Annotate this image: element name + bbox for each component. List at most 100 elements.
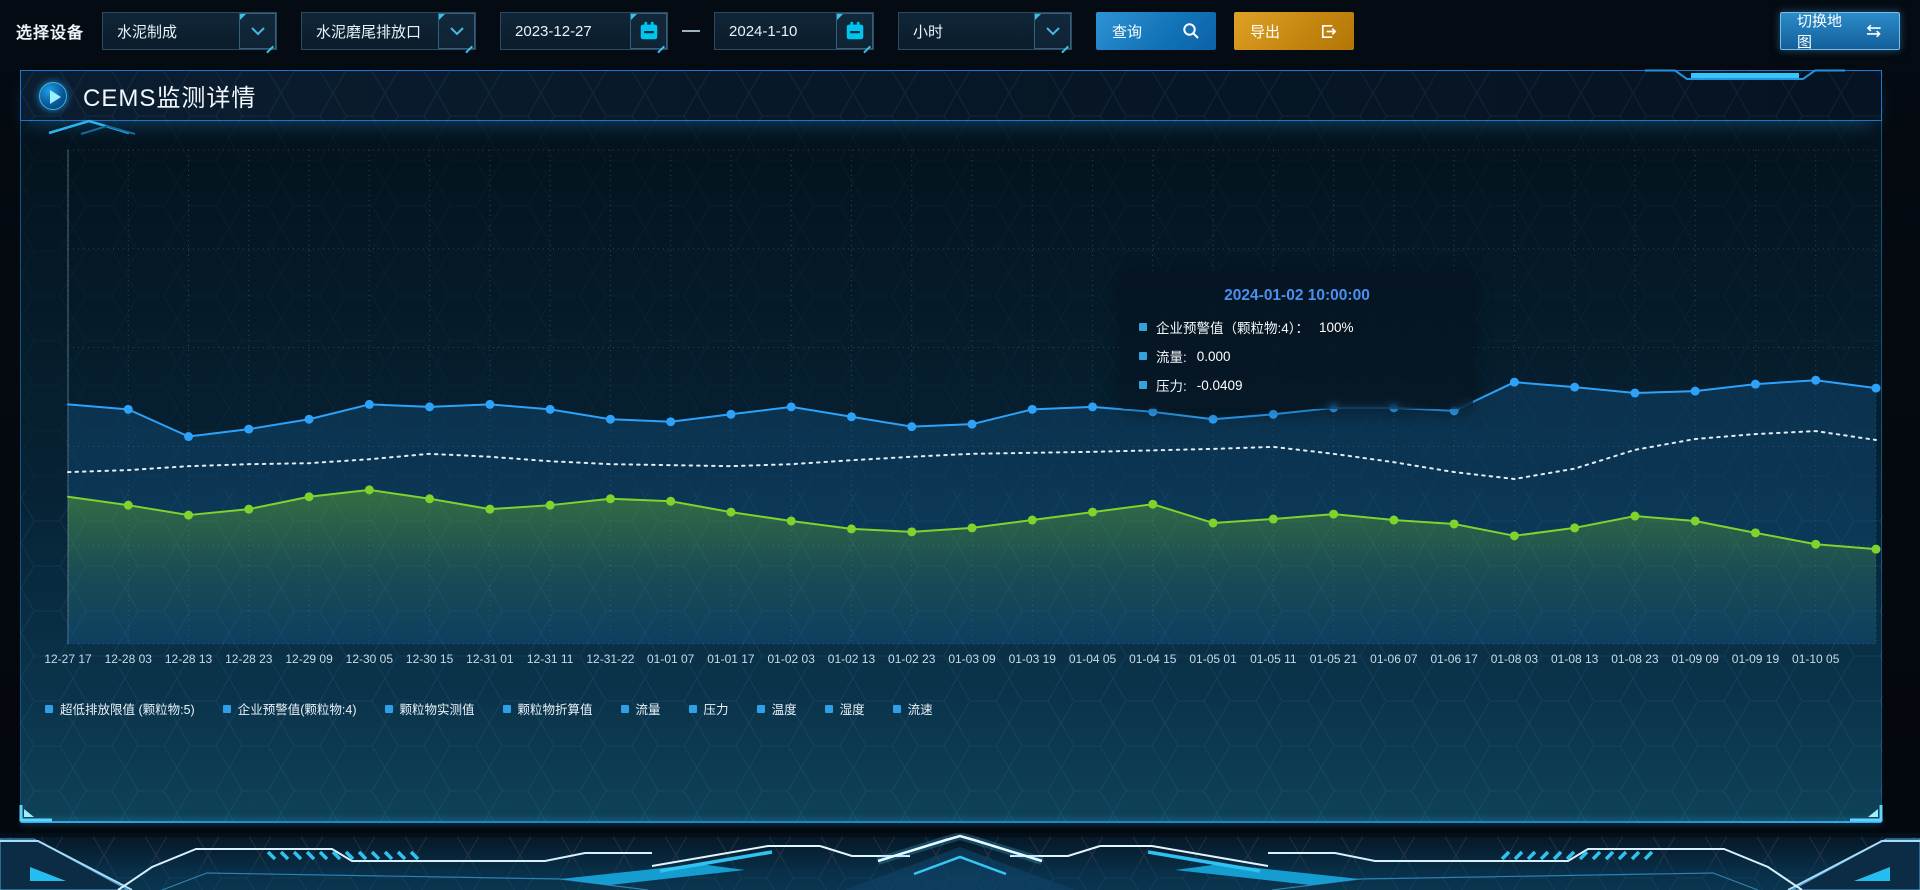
warning-threshold-data-point[interactable] [1570,382,1580,392]
interval-select[interactable]: 小时 [898,12,1073,50]
warning-threshold-data-point[interactable] [1027,404,1037,414]
x-axis-label: 12-31-22 [586,652,635,666]
legend-item[interactable]: 流量 [620,699,661,718]
warning-threshold-data-point[interactable] [545,404,555,414]
query-button[interactable]: 查询 [1096,12,1217,50]
flow-data-point[interactable] [1329,509,1339,519]
warning-threshold-data-point[interactable] [1630,388,1640,398]
legend-item[interactable]: 企业预警值(颗粒物:4) [222,699,357,718]
flow-data-point[interactable] [786,516,796,526]
chart-legend: 超低排放限值 (颗粒物:5) 企业预警值(颗粒物:4) 颗粒物实测值 颗粒物折算值 流量… [45,699,933,718]
line-chart[interactable] [21,146,1883,646]
legend-item[interactable]: 超低排放限值 (颗粒物:5) [45,699,195,718]
warning-threshold-data-point[interactable] [1871,383,1881,393]
warning-threshold-data-point[interactable] [364,399,374,409]
flow-data-point[interactable] [545,500,555,510]
device-type-select[interactable]: 水泥制成 [102,12,278,50]
calendar-icon [640,21,657,40]
legend-item[interactable]: 湿度 [824,699,865,718]
flow-data-point[interactable] [123,500,133,510]
flow-data-point[interactable] [1690,516,1700,526]
legend-label: 颗粒物折算值 [517,703,593,717]
flow-data-point[interactable] [1570,523,1580,533]
legend-item[interactable]: 流速 [892,699,933,718]
footer-band [0,833,1920,890]
warning-threshold-data-point[interactable] [123,404,133,414]
warning-threshold-data-point[interactable] [485,399,495,409]
flow-data-point[interactable] [1630,511,1640,521]
warning-threshold-data-point[interactable] [1208,414,1218,424]
x-axis-label: 12-27 17 [44,652,92,666]
x-axis-label: 01-05 21 [1309,652,1358,666]
warning-threshold-data-point[interactable] [184,432,194,442]
flow-data-point[interactable] [1871,544,1881,554]
outlet-dropdown-box[interactable] [438,13,476,49]
flow-data-point[interactable] [244,504,254,514]
flow-data-point[interactable] [1027,515,1037,525]
flow-data-point[interactable] [1268,514,1278,524]
tooltip-label: 流量: [1156,350,1187,365]
flow-data-point[interactable] [485,504,495,514]
warning-threshold-data-point[interactable] [425,402,435,412]
flow-data-point[interactable] [1811,539,1821,549]
corner-accent-left [19,805,52,822]
export-button-label: 导出 [1250,23,1281,41]
flow-data-point[interactable] [425,494,435,504]
date-to-input[interactable]: 2024-1-10 [714,12,875,50]
flow-data-point[interactable] [1449,519,1459,529]
warning-threshold-data-point[interactable] [1811,375,1821,385]
warning-threshold-data-point[interactable] [786,402,796,412]
flow-data-point[interactable] [1509,531,1519,541]
flow-data-point[interactable] [666,496,676,506]
warning-threshold-data-point[interactable] [666,417,676,427]
warning-threshold-data-point[interactable] [967,419,977,429]
warning-threshold-data-point[interactable] [907,422,917,432]
legend-item[interactable]: 颗粒物实测值 [384,699,475,718]
date-to-calendar-box[interactable] [836,13,874,49]
flow-data-point[interactable] [605,494,615,504]
flow-data-point[interactable] [1148,499,1158,509]
x-axis: 12-27 17 12-28 03 12-28 13 12-28 23 12-29 09… [21,652,1883,672]
warning-threshold-data-point[interactable] [1088,402,1098,412]
warning-threshold-data-point[interactable] [1148,407,1158,417]
interval-dropdown-box[interactable] [1034,13,1072,49]
warning-threshold-data-point[interactable] [1509,377,1519,387]
export-button[interactable]: 导出 [1234,12,1355,50]
device-type-dropdown-box[interactable] [239,13,277,49]
flow-data-point[interactable] [304,492,314,502]
header-notch-decoration [1645,69,1845,80]
date-from-calendar-box[interactable] [630,13,668,49]
flow-data-point[interactable] [184,510,194,520]
warning-threshold-data-point[interactable] [1750,379,1760,389]
play-icon [39,81,67,110]
flow-data-point[interactable] [907,527,917,537]
export-icon [1321,24,1337,38]
flow-data-point[interactable] [1750,528,1760,538]
legend-item[interactable]: 压力 [688,699,729,718]
x-axis-label: 12-30 05 [345,652,394,666]
tooltip-value: 100% [1319,319,1354,335]
flow-data-point[interactable] [967,523,977,533]
legend-marker-icon [688,704,697,713]
series-marker-icon [1139,381,1147,389]
flow-data-point[interactable] [364,485,374,495]
date-from-input[interactable]: 2023-12-27 [500,12,669,50]
flow-data-point[interactable] [1088,507,1098,517]
warning-threshold-data-point[interactable] [244,424,254,434]
outlet-select[interactable]: 水泥磨尾排放口 [301,12,477,50]
x-axis-label: 01-05 01 [1189,652,1237,666]
warning-threshold-data-point[interactable] [304,414,314,424]
flow-data-point[interactable] [1389,515,1399,525]
legend-item[interactable]: 颗粒物折算值 [502,699,593,718]
warning-threshold-data-point[interactable] [846,412,856,422]
flow-data-point[interactable] [1208,518,1218,528]
flow-data-point[interactable] [846,524,856,534]
flow-data-point[interactable] [726,507,736,517]
warning-threshold-data-point[interactable] [605,414,615,424]
tooltip-row: 流量: 0.000 [1139,346,1455,366]
warning-threshold-data-point[interactable] [1690,386,1700,396]
legend-item[interactable]: 温度 [756,699,797,718]
warning-threshold-data-point[interactable] [1268,409,1278,419]
switch-map-button[interactable]: 切换地图 [1780,12,1900,51]
warning-threshold-data-point[interactable] [726,409,736,419]
